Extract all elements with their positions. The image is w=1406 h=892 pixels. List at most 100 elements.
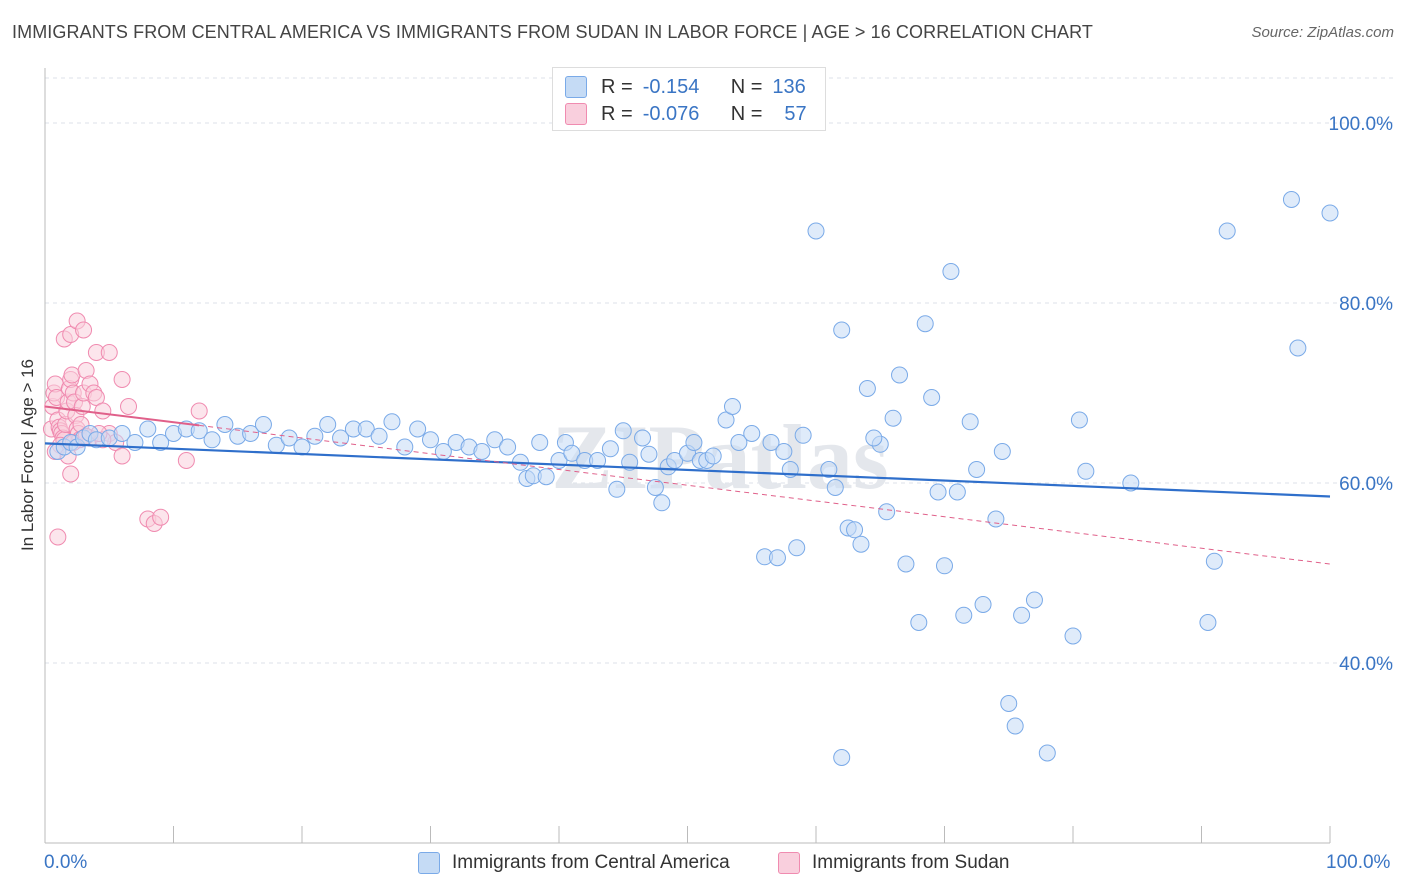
point-sudan [120,398,138,415]
y-tick-label: 100.0% [1329,114,1394,135]
point-central-america [653,494,671,512]
point-sudan [62,465,80,483]
y-tick-label: 80.0% [1339,294,1393,315]
point-central-america [306,427,324,445]
bottom-legend-central-america: Immigrants from Central America [418,852,730,874]
point-sudan [94,402,112,420]
point-central-america [139,420,157,438]
point-sudan [100,344,118,361]
point-central-america [775,443,793,460]
y-axis-title: In Labor Force | Age > 16 [18,358,37,552]
point-central-america [254,416,272,433]
point-central-america [383,413,401,431]
chart-title: IMMIGRANTS FROM CENTRAL AMERICA VS IMMIG… [12,22,1093,42]
trend-line-sudan-solid [44,405,200,427]
point-central-america [878,503,896,521]
point-central-america [685,434,703,451]
point-central-america [473,443,491,460]
point-central-america [499,438,517,456]
point-central-america [319,416,337,433]
point-central-america [858,380,876,397]
point-sudan [63,366,81,384]
point-central-america [409,420,427,438]
legend-swatch-blue [565,76,587,98]
point-central-america [589,452,607,469]
point-central-america [357,420,375,438]
trend-lines [44,405,1331,565]
point-central-america [1013,606,1031,624]
point-sudan [75,321,93,339]
legend-n-label: N = [730,102,763,125]
point-central-america [916,315,934,333]
point-central-america [942,263,960,280]
correlation-legend: R = -0.154 N = 136 R = -0.076 N = 57 [552,67,826,131]
point-central-america [537,468,555,486]
legend-row-central-america: R = -0.154 N = 136 [565,75,806,99]
point-central-america [608,480,626,498]
point-central-america [929,483,947,501]
point-central-america [948,483,966,501]
point-central-america [723,398,741,415]
point-central-america [833,321,851,339]
point-central-america [1025,591,1043,609]
point-central-america [807,222,825,240]
point-central-america [531,434,549,451]
point-central-america [993,443,1011,460]
x-tick-label-min: 0.0% [44,852,88,873]
point-central-america [852,535,870,553]
y-tick-labels: 40.0% 60.0% 80.0% 100.0% [1329,114,1394,675]
legend-r-value: -0.154 [642,75,700,98]
point-central-america [704,447,722,465]
point-central-america [486,431,504,449]
point-central-america [646,479,664,496]
point-central-america [1038,744,1056,762]
point-central-america [640,445,658,463]
bottom-legend-swatch-pink [778,852,800,874]
point-central-america [788,539,806,557]
point-central-america [974,596,992,613]
point-central-america [1064,627,1082,645]
point-central-america [1289,339,1307,357]
point-central-america [820,461,838,478]
point-central-america [923,389,941,406]
point-sudan [113,447,131,465]
bottom-legend-label: Immigrants from Sudan [812,852,1010,873]
point-central-america [563,444,581,462]
legend-n-label: N = [730,75,763,98]
point-central-america [242,425,260,442]
point-central-america [1122,474,1140,492]
legend-r-value: -0.076 [642,102,700,125]
point-central-america [968,461,986,478]
point-central-america [955,606,973,624]
y-tick-label: 60.0% [1339,474,1393,495]
point-central-america [1006,717,1024,735]
y-tick-label: 40.0% [1339,654,1393,675]
point-central-america [1321,204,1339,222]
point-central-america [897,555,915,573]
point-central-america [1070,411,1088,429]
legend-n-value: 136 [772,75,806,98]
legend-r-label: R = [601,75,633,98]
bottom-legend-label: Immigrants from Central America [452,852,730,873]
legend-n-value: 57 [784,102,807,125]
point-central-america [884,409,902,427]
point-central-america [152,434,170,451]
point-central-america [370,427,388,445]
x-tick-label-max: 100.0% [1326,852,1391,873]
point-sudan [177,452,195,469]
point-central-america [293,438,311,456]
point-central-america [396,438,414,456]
point-central-america [762,434,780,451]
point-sudan [190,402,208,420]
point-central-america [833,749,851,766]
point-central-america [961,413,979,431]
legend-r-label: R = [601,102,633,125]
legend-row-sudan: R = -0.076 N = 57 [565,102,807,126]
point-central-america [743,425,761,442]
bottom-legend-swatch-blue [418,852,440,874]
point-central-america [794,426,812,444]
point-central-america [1000,695,1018,712]
point-central-america [190,422,208,440]
grid-lines [45,77,1395,664]
point-central-america [634,429,652,447]
